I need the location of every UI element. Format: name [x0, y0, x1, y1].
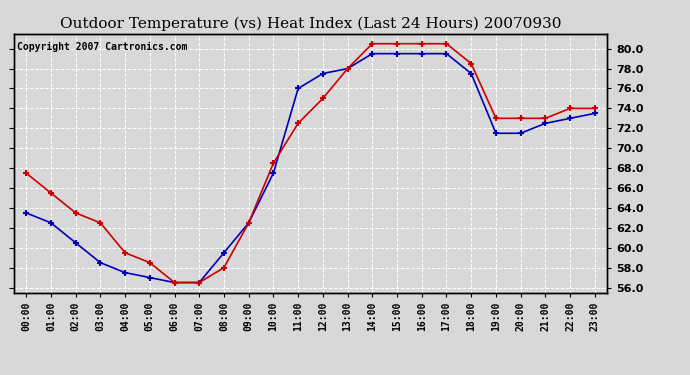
- Text: Copyright 2007 Cartronics.com: Copyright 2007 Cartronics.com: [17, 42, 187, 51]
- Title: Outdoor Temperature (vs) Heat Index (Last 24 Hours) 20070930: Outdoor Temperature (vs) Heat Index (Las…: [60, 17, 561, 31]
